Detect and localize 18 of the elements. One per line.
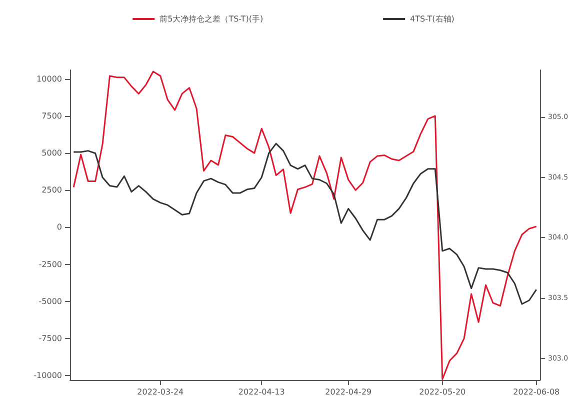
legend-label: 4TS-T(右轴) — [410, 14, 454, 24]
y-tick-label: 0 — [56, 222, 62, 232]
y-tick-label: -7500 — [38, 334, 62, 343]
line-series — [72, 70, 538, 380]
y-tick-label: -2500 — [38, 260, 62, 269]
legend-label: 前5大净持仓之差（TS-T)(手) — [160, 14, 264, 24]
y-tick-label: 7500 — [42, 111, 62, 120]
x-tick-label: 2022-03-24 — [137, 388, 184, 396]
line-series — [72, 142, 538, 305]
y-tick-label: 10000 — [36, 74, 62, 84]
y-tick-label: -5000 — [38, 296, 62, 306]
y-tick-label: 5000 — [42, 148, 62, 158]
y-tick-label: 2500 — [42, 186, 62, 195]
x-tick-label: 2022-04-13 — [238, 388, 285, 396]
y-tick-label: -10000 — [34, 371, 62, 380]
x-tick-label: 2022-05-20 — [419, 388, 466, 396]
x-tick-label: 2022-06-08 — [513, 388, 560, 396]
x-tick-label: 2022-04-29 — [325, 388, 372, 396]
